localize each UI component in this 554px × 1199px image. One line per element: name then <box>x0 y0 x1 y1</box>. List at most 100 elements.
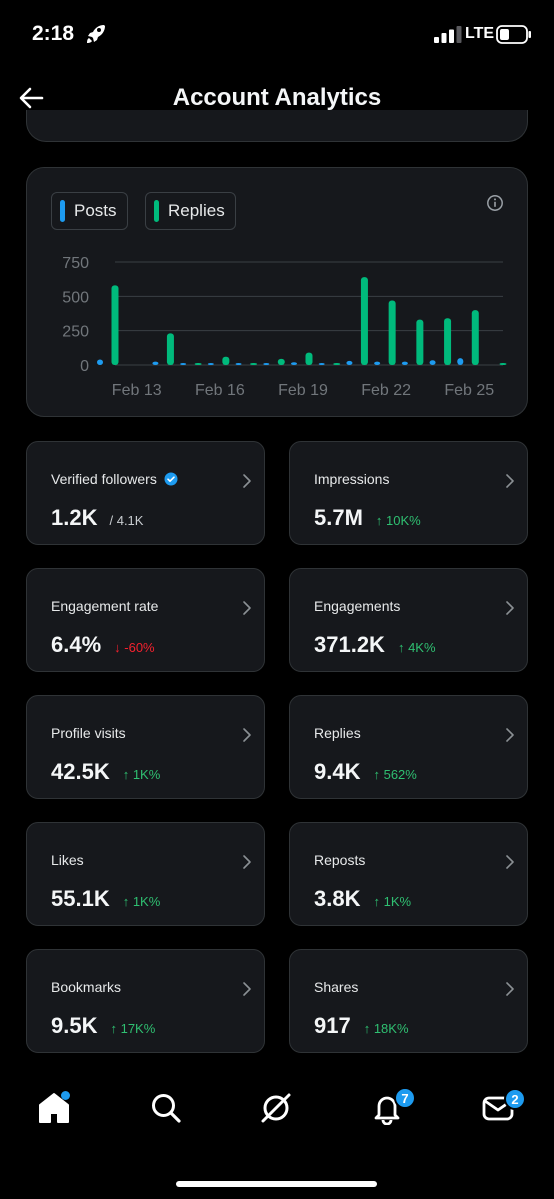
legend-posts-toggle[interactable]: Posts <box>51 192 128 230</box>
nav-grok[interactable] <box>246 1078 306 1138</box>
stat-label-text: Reposts <box>314 852 366 868</box>
nav-search[interactable] <box>136 1078 196 1138</box>
stat-label: Verified followers <box>51 471 178 487</box>
bar-posts-feb-16 <box>207 363 214 365</box>
bar-posts-feb-21 <box>346 360 353 365</box>
stat-label-text: Impressions <box>314 471 390 487</box>
y-tick-label: 250 <box>62 324 89 341</box>
status-bar: 2:18 LTE <box>0 0 554 70</box>
bar-posts-feb-19 <box>291 362 297 365</box>
bar-posts-feb-25 <box>457 358 464 365</box>
stat-label: Reposts <box>314 852 365 868</box>
stat-label: Shares <box>314 979 358 995</box>
bar-replies-feb-12 <box>111 285 119 365</box>
home-unread-dot <box>61 1091 70 1100</box>
stat-label-text: Profile visits <box>51 725 126 741</box>
chevron-right-icon <box>243 601 251 615</box>
stat-change: ↑ 562% <box>373 767 417 782</box>
bar-replies-feb-20 <box>333 363 341 365</box>
grok-icon <box>261 1093 291 1123</box>
messages-badge: 2 <box>504 1088 526 1110</box>
legend-replies-label: Replies <box>168 201 225 220</box>
stat-value: 9.4K <box>314 759 361 784</box>
stat-value-row: 9.5K ↑ 17K% <box>51 1013 155 1039</box>
network-label: LTE <box>465 25 495 42</box>
stat-card-engagements[interactable]: Engagements 371.2K ↑ 4K% <box>289 568 528 672</box>
bar-posts-feb-24 <box>429 360 436 365</box>
stat-label: Replies <box>314 725 361 741</box>
stat-card-impressions[interactable]: Impressions 5.7M ↑ 10K% <box>289 441 528 545</box>
stat-card-engagement-rate[interactable]: Engagement rate 6.4% ↓ -60% <box>26 568 265 672</box>
bar-posts-feb-14 <box>152 361 159 365</box>
stat-value-row: 3.8K ↑ 1K% <box>314 886 411 912</box>
stat-label-text: Verified followers <box>51 471 157 487</box>
stat-label-text: Bookmarks <box>51 979 122 995</box>
stat-change: ↑ 1K% <box>373 894 412 909</box>
x-tick-label: Feb 13 <box>112 382 162 399</box>
stat-value-row: 9.4K ↑ 562% <box>314 759 417 785</box>
bar-chart: 0 250 500 750 Feb 13 Feb 16 Feb 19 Feb 22 Feb 25 <box>62 255 507 399</box>
stat-value-row: 55.1K ↑ 1K% <box>51 886 160 912</box>
nav-messages[interactable]: 2 <box>468 1078 528 1138</box>
stat-card-likes[interactable]: Likes 55.1K ↑ 1K% <box>26 822 265 926</box>
previous-card-edge <box>26 110 528 142</box>
chevron-right-icon <box>243 982 251 996</box>
stat-card-replies[interactable]: Replies 9.4K ↑ 562% <box>289 695 528 799</box>
battery-icon <box>496 25 531 44</box>
legend-replies-toggle[interactable]: Replies <box>145 192 236 230</box>
stat-card-verified-followers[interactable]: Verified followers 1.2K / 4.1K <box>26 441 265 545</box>
stat-label: Impressions <box>314 471 389 487</box>
posts-swatch <box>60 200 65 222</box>
stat-total: / 4.1K <box>109 513 144 528</box>
notifications-badge: 7 <box>394 1087 416 1109</box>
stat-label-text: Replies <box>314 725 361 741</box>
bar-replies-feb-18 <box>277 358 285 365</box>
stat-value: 55.1K <box>51 886 110 911</box>
y-tick-label: 500 <box>62 289 89 306</box>
verified-badge-icon <box>164 472 178 486</box>
bar-replies-feb-21 <box>360 277 368 365</box>
stat-label-text: Engagements <box>314 598 401 614</box>
stat-label-text: Engagement rate <box>51 598 159 614</box>
stat-value: 42.5K <box>51 759 110 784</box>
stat-label: Engagements <box>314 598 400 614</box>
chevron-right-icon <box>506 855 514 869</box>
nav-home[interactable] <box>24 1078 84 1138</box>
stat-card-bookmarks[interactable]: Bookmarks 9.5K ↑ 17K% <box>26 949 265 1053</box>
replies-swatch <box>154 200 159 222</box>
bar-replies-feb-25 <box>471 310 479 365</box>
bar-posts-feb-22 <box>374 361 381 365</box>
chevron-right-icon <box>506 474 514 488</box>
stat-card-shares[interactable]: Shares 917 ↑ 18K% <box>289 949 528 1053</box>
stat-value-row: 6.4% ↓ -60% <box>51 632 155 658</box>
stat-label-text: Shares <box>314 979 359 995</box>
stat-change: ↑ 10K% <box>375 513 421 528</box>
stat-value: 5.7M <box>314 505 363 530</box>
bar-replies-feb-15 <box>194 363 202 365</box>
bar-posts-feb-23 <box>401 361 408 365</box>
stat-card-reposts[interactable]: Reposts 3.8K ↑ 1K% <box>289 822 528 926</box>
notifications-icon <box>374 1096 400 1125</box>
activity-chart-card: Posts Replies 0 250 500 750 Feb 13 Feb 16 Feb … <box>26 167 528 417</box>
bar-posts-feb-12 <box>97 359 103 365</box>
bar-posts-feb-20 <box>318 363 325 365</box>
stat-change: ↓ -60% <box>114 640 155 655</box>
rocket-icon <box>87 25 105 43</box>
x-tick-label: Feb 25 <box>444 382 494 399</box>
nav-notifications[interactable]: 7 <box>357 1078 417 1138</box>
bar-replies-feb-16 <box>222 356 230 365</box>
info-icon[interactable] <box>486 194 504 212</box>
stat-change: ↑ 1K% <box>122 894 161 909</box>
chevron-right-icon <box>506 982 514 996</box>
x-tick-label: Feb 16 <box>195 382 245 399</box>
signal-icon <box>434 26 462 43</box>
stat-value: 371.2K <box>314 632 385 657</box>
back-arrow-icon[interactable] <box>16 83 46 113</box>
chevron-right-icon <box>243 855 251 869</box>
stat-value-row: 917 ↑ 18K% <box>314 1013 409 1039</box>
stat-change: ↑ 17K% <box>110 1021 156 1036</box>
status-time: 2:18 <box>32 22 75 45</box>
stat-card-profile-visits[interactable]: Profile visits 42.5K ↑ 1K% <box>26 695 265 799</box>
bar-posts-feb-17 <box>235 363 242 365</box>
stat-change: ↑ 18K% <box>363 1021 409 1036</box>
